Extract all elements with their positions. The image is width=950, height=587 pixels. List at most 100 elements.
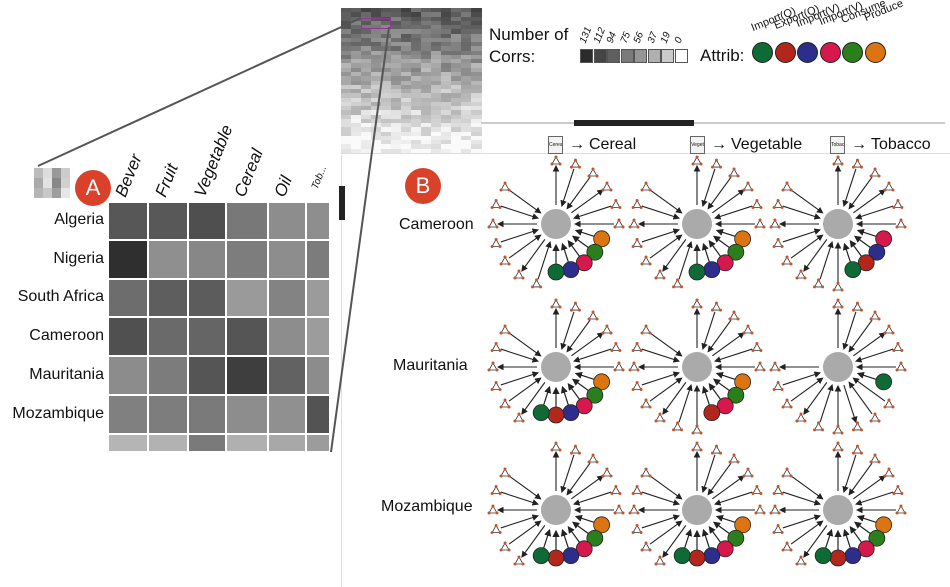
mini-node-dot — [892, 349, 896, 353]
overview-cell — [411, 8, 422, 13]
matrix-cell[interactable] — [148, 395, 188, 434]
mini-node-dot — [785, 181, 789, 185]
matrix-cell[interactable] — [306, 395, 330, 434]
matrix-cell[interactable] — [108, 356, 148, 395]
matrix-cell[interactable] — [268, 395, 306, 434]
mini-node-dot — [777, 511, 781, 515]
matrix-cell[interactable] — [108, 279, 148, 317]
matrix-cell[interactable] — [226, 356, 268, 395]
overview-cell — [371, 50, 382, 56]
matrix-cell[interactable] — [306, 240, 330, 279]
mini-node-dot — [883, 474, 887, 478]
matrix-cell[interactable] — [268, 202, 306, 240]
spoke-arrow — [641, 348, 680, 363]
matrix-cell[interactable] — [306, 202, 330, 240]
mini-node-dot — [490, 244, 494, 248]
mini-node-dot — [550, 448, 554, 452]
matrix-cell[interactable] — [148, 356, 188, 395]
matrix-cell[interactable] — [188, 240, 226, 279]
matrix-cell[interactable] — [188, 356, 226, 395]
matrix-cell[interactable] — [226, 240, 268, 279]
matrix-cell[interactable] — [226, 434, 268, 452]
overview-cell — [471, 80, 482, 86]
glyph-center-node — [682, 495, 712, 525]
matrix-cell[interactable] — [108, 395, 148, 434]
overview-cell — [371, 127, 382, 133]
overview-cell — [431, 54, 442, 60]
matrix-cell[interactable] — [188, 202, 226, 240]
matrix-cell[interactable] — [108, 434, 148, 452]
matrix-cell[interactable] — [268, 356, 306, 395]
matrix-cell[interactable] — [188, 395, 226, 434]
matrix-cell[interactable] — [226, 279, 268, 317]
mini-node-glyph — [691, 298, 703, 309]
mini-strip-cell — [43, 168, 52, 178]
mini-node-dot — [513, 562, 517, 566]
overview-scrollbar-thumb[interactable] — [574, 120, 694, 126]
matrix-cell[interactable] — [148, 202, 188, 240]
mini-node-dot — [758, 504, 762, 508]
matrix-cell[interactable] — [148, 434, 188, 452]
matrix-cell[interactable] — [148, 240, 188, 279]
matrix-cell[interactable] — [306, 317, 330, 356]
mini-node-dot — [503, 324, 507, 328]
matrix-cell[interactable] — [268, 317, 306, 356]
matrix-scrollbar[interactable] — [339, 186, 345, 220]
mini-strip-cell — [43, 188, 52, 198]
radial-glyph — [769, 441, 907, 567]
overview-cell — [361, 59, 372, 64]
matrix-cell[interactable] — [148, 317, 188, 356]
overview-cell — [371, 89, 382, 94]
matrix-cell[interactable] — [226, 317, 268, 356]
spoke-arrow — [701, 311, 716, 350]
matrix-cell[interactable] — [108, 240, 148, 279]
overview-cell — [421, 42, 432, 47]
overview-cell — [471, 29, 482, 35]
mini-node-triangle — [743, 468, 753, 477]
mini-node-glyph — [550, 298, 562, 309]
matrix-cell[interactable] — [188, 317, 226, 356]
overview-cell — [391, 140, 402, 145]
matrix-cell[interactable] — [226, 202, 268, 240]
attrib-legend-dot — [864, 42, 886, 63]
matrix-cell[interactable] — [108, 317, 148, 356]
mini-node-glyph — [813, 421, 825, 432]
overview-heatmap[interactable] — [341, 8, 482, 154]
matrix-row-label: Mauritania — [29, 365, 104, 383]
matrix-cell[interactable] — [306, 279, 330, 317]
matrix-cell[interactable] — [108, 202, 148, 240]
matrix-cell[interactable] — [188, 434, 226, 452]
matrix-cell[interactable] — [268, 240, 306, 279]
mini-node-dot — [780, 530, 784, 534]
overview-cell — [431, 118, 442, 124]
mini-node-triangle — [833, 156, 843, 165]
matrix-cell[interactable] — [268, 434, 306, 452]
overview-cell — [411, 144, 422, 150]
overview-cell — [411, 80, 422, 86]
matrix-cell[interactable] — [188, 279, 226, 317]
mini-node-dot — [676, 278, 680, 282]
mini-node-glyph — [613, 218, 625, 229]
attribute-dot — [562, 261, 580, 279]
spoke-arrow — [712, 189, 745, 214]
matrix-cell[interactable] — [306, 356, 330, 395]
mini-node-dot — [773, 361, 777, 365]
matrix-cell[interactable] — [148, 279, 188, 317]
matrix-cell[interactable] — [226, 395, 268, 434]
mini-node-dot — [714, 444, 718, 448]
matrix-cell[interactable] — [268, 279, 306, 317]
overview-cell — [451, 110, 462, 116]
mini-node-triangle — [500, 468, 510, 477]
mini-node-dot — [776, 199, 780, 203]
mini-node-dot — [613, 368, 617, 372]
correlation-matrix[interactable] — [108, 202, 330, 452]
mini-node-dot — [494, 199, 498, 203]
overview-cell — [461, 123, 472, 128]
mini-node-dot — [521, 562, 525, 566]
matrix-cell[interactable] — [306, 434, 330, 452]
overview-cell — [471, 93, 482, 99]
mini-node-glyph — [728, 310, 740, 321]
mini-node-dot — [513, 419, 517, 423]
spoke-arrow — [819, 384, 834, 423]
mini-node-dot — [780, 492, 784, 496]
